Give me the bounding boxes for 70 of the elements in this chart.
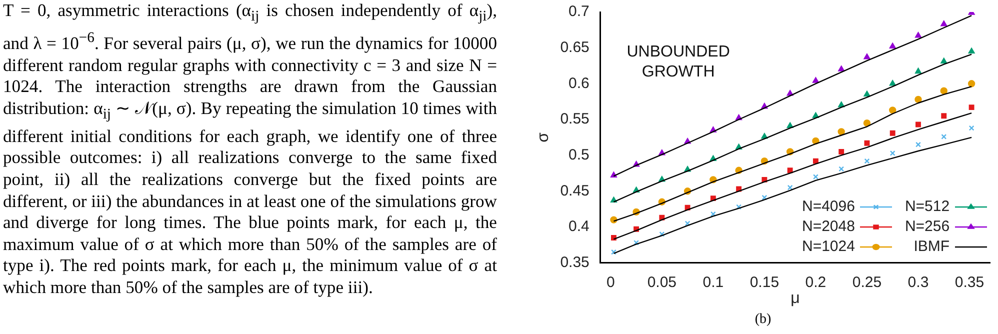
point — [838, 102, 845, 108]
legend-label: N=1024 — [802, 238, 855, 256]
y-axis-title: σ — [535, 132, 552, 142]
text: T = 0, asymmetric interactions (α$_{ij}$ is chosen independently of α$_{ji}$), and λ = 10$^{−6}$. For several pairs (μ, σ), we run the dynamics for 10000 different random regular graphs with connectivity c = 3 and size N = 1024. The interaction strengths are drawn from the Gaussian distribution: α$_{ij}$ ∼ 𝒩(μ, σ). By repeating the simulation 10 times with different initial conditions for each graph, we identify one of three possible outcomes: i) all realizations converge to the same fixed point, ii) all the realizations converge but the fixed points are different, or iii) the abundances in at least one of the simulations grow and diverge for long times. The blue points mark, for each μ, the maximum value of σ at which more than 50% of the samples are of type i). The red points mark, for each μ, the minimum value of σ at which more than 50% of the samples are of type iii). — [3, 0, 497, 298]
point — [761, 133, 768, 139]
x-tick-label: 0.35 — [954, 274, 984, 291]
point — [838, 166, 844, 172]
point — [787, 168, 793, 174]
point — [710, 211, 716, 217]
point — [864, 158, 870, 164]
x-tick-label: 0.05 — [647, 274, 677, 291]
point — [812, 174, 818, 180]
point — [634, 240, 639, 246]
point — [889, 106, 896, 114]
point — [890, 130, 896, 136]
legend-label: N=4096 — [802, 198, 855, 216]
x-tick-label: 0.2 — [805, 274, 826, 291]
x-tick-label: 0.3 — [908, 274, 929, 291]
point — [864, 54, 870, 60]
point — [941, 113, 947, 119]
point — [916, 142, 921, 148]
y-tick-label: 0.35 — [560, 254, 590, 271]
point — [968, 125, 974, 131]
y-tick-label: 0.45 — [560, 182, 590, 200]
point — [611, 249, 616, 255]
legend-label: N=256 — [904, 218, 950, 236]
point — [889, 80, 896, 86]
point — [940, 87, 948, 94]
point — [684, 220, 690, 226]
y-tick-label: 0.6 — [568, 74, 590, 92]
point — [914, 96, 922, 104]
point — [940, 20, 948, 26]
point — [838, 149, 844, 154]
point — [968, 80, 976, 88]
point — [916, 122, 921, 128]
x-tick-label: 0.15 — [750, 274, 780, 291]
point — [863, 119, 871, 127]
point — [889, 42, 896, 48]
point — [968, 48, 975, 54]
point — [838, 128, 845, 136]
point — [812, 158, 818, 164]
point — [736, 204, 742, 210]
point — [762, 194, 768, 200]
x-axis-title: μ — [790, 290, 800, 307]
point — [915, 68, 922, 74]
y-tick-label: 0.55 — [560, 110, 590, 128]
y-tick-label: 0.65 — [560, 38, 590, 56]
point — [659, 231, 665, 237]
point — [864, 90, 870, 97]
y-tick-label: 0.4 — [568, 218, 590, 236]
point — [838, 66, 845, 72]
x-tick-label: 0.1 — [702, 274, 724, 291]
point — [941, 134, 947, 140]
point — [787, 184, 793, 190]
point — [940, 58, 948, 64]
y-tick-label: 0.5 — [568, 146, 590, 164]
point — [864, 140, 870, 146]
point — [812, 77, 819, 83]
point — [890, 150, 896, 156]
point — [968, 104, 974, 110]
text: (b) — [754, 312, 772, 328]
y-tick-label: 0.7 — [568, 3, 590, 20]
legend-label: IBMF — [914, 238, 950, 256]
legend-label: N=512 — [904, 198, 950, 216]
x-tick-label: 0.25 — [852, 274, 882, 291]
annotation: UNBOUNDED GROWTH — [626, 44, 730, 81]
x-tick-label: 0 — [606, 274, 615, 291]
legend-label: N=2048 — [802, 218, 855, 236]
point — [915, 32, 922, 38]
point — [786, 90, 794, 96]
